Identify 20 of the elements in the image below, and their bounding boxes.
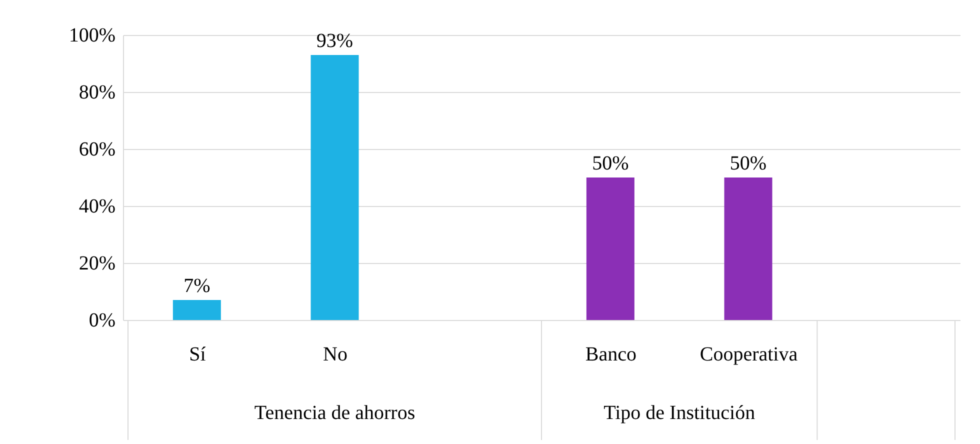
x-tick-label: No bbox=[323, 344, 348, 366]
y-tick-label: 40% bbox=[78, 196, 116, 218]
data-label: 50% bbox=[730, 152, 767, 174]
x-tick-label: Banco bbox=[585, 344, 636, 366]
y-tick-label: 20% bbox=[78, 252, 116, 274]
bar bbox=[724, 178, 772, 320]
text: Tipo de Institución bbox=[604, 402, 756, 424]
bar bbox=[172, 300, 221, 320]
data-label: 7% bbox=[184, 275, 210, 298]
y-tick-label: 60% bbox=[78, 138, 116, 160]
y-tick-label: 100% bbox=[68, 24, 116, 46]
x-tick-label: Cooperativa bbox=[700, 344, 798, 366]
x-tick-label: Sí bbox=[189, 344, 206, 366]
bar bbox=[586, 178, 634, 320]
bar bbox=[310, 54, 359, 320]
text: Tenencia de ahorros bbox=[254, 402, 416, 424]
data-label: 93% bbox=[316, 30, 354, 52]
y-tick-label: 80% bbox=[78, 82, 116, 104]
data-label: 50% bbox=[592, 152, 629, 174]
y-tick-label: 0% bbox=[88, 310, 116, 332]
